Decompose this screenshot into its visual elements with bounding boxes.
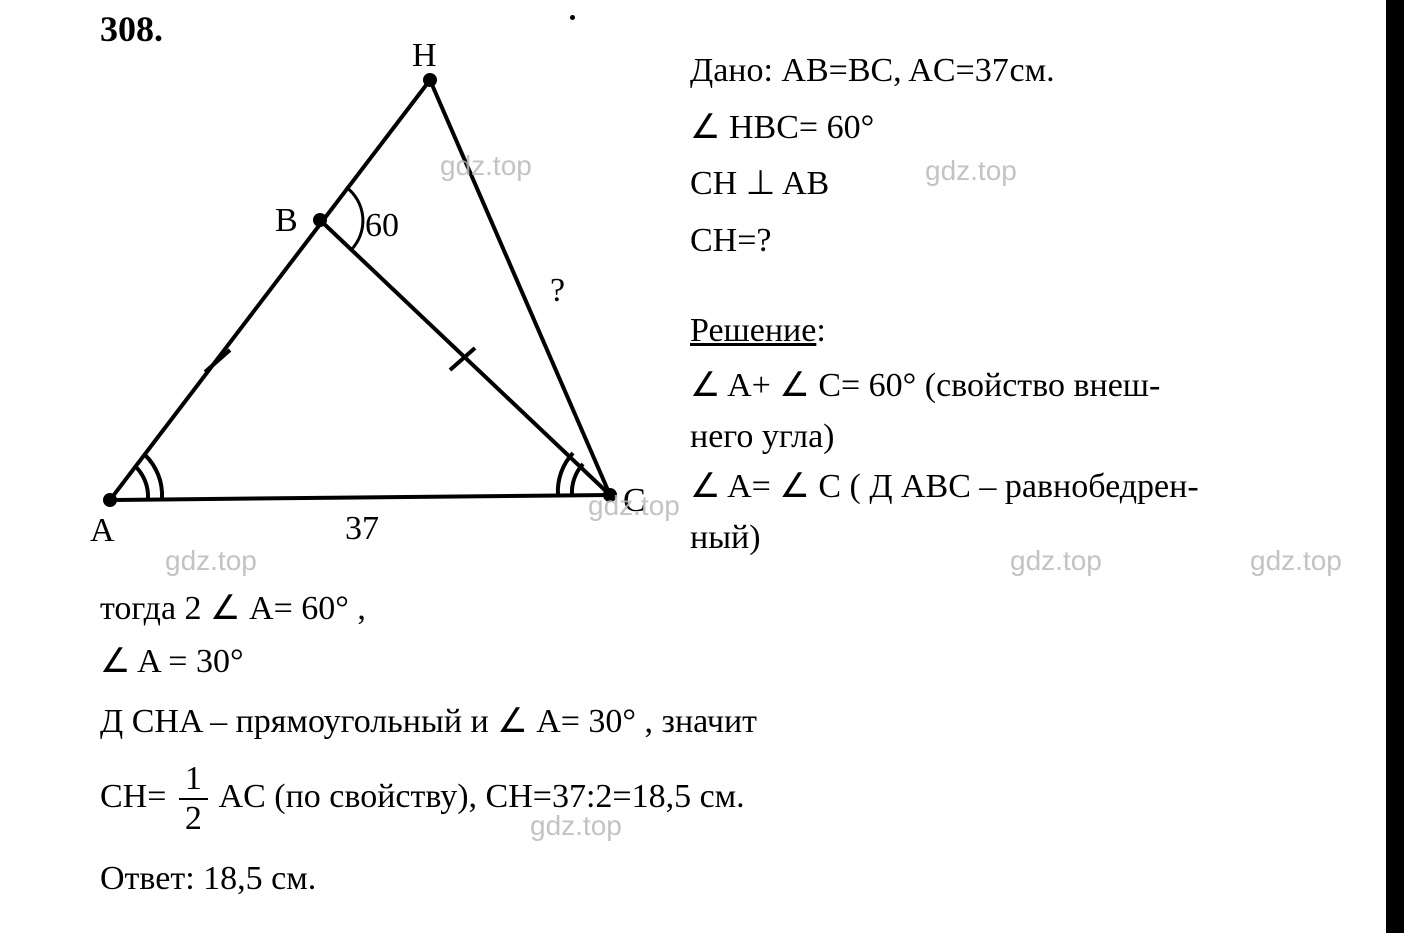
label-side-37: 37: [345, 508, 379, 551]
solution-block-right: ∠ A+ ∠ C= 60° (свойство внеш- него угла)…: [690, 365, 1390, 559]
label-A: A: [90, 510, 115, 553]
answer-line: Ответ: 18,5 см.: [100, 858, 1360, 901]
given-block: Дано: AB=BC, AC=37 см. ∠ HBC= 60° CH ⊥ A…: [690, 50, 1390, 262]
given-line1b: см.: [1010, 52, 1055, 89]
edge-HC: [430, 80, 610, 495]
angle-arc-B: [346, 187, 363, 250]
fraction-half: 1 2: [179, 762, 208, 836]
point-B: [313, 213, 327, 227]
sol-line6: CH= 1 2 AC (по свойству), CH=37:2=18,5 с…: [100, 762, 1360, 836]
given-line1a: Дано: AB=BC, AC=37: [690, 52, 1009, 89]
angle-arc-C1: [572, 464, 583, 495]
edge-AH: [110, 80, 430, 500]
print-dot: [570, 15, 575, 20]
edge-AC: [110, 495, 610, 500]
label-question: ?: [550, 270, 565, 313]
triangle-diagram: A B C H 60 37 ?: [90, 40, 670, 575]
tick-AB: [205, 350, 230, 372]
sol-line1: ∠ A+ ∠ C= 60° (свойство внеш-: [690, 365, 1390, 408]
label-B: B: [275, 200, 298, 243]
sol-line5: Д CHA – прямоугольный и ∠ A= 30° , значи…: [100, 701, 1360, 744]
given-line4: CH=?: [690, 220, 1390, 263]
sol-line4: ∠ A = 30°: [100, 641, 1360, 684]
sol-line2: ∠ A= ∠ C ( Д ABC – равнобедрен-: [690, 466, 1390, 509]
sol-line6-post: AC (по свойству), CH=37:2=18,5 см.: [219, 777, 745, 814]
given-line2: ∠ HBC= 60°: [690, 107, 1390, 150]
solution-heading-text: Решение: [690, 312, 816, 349]
scan-edge: [1386, 0, 1404, 933]
label-C: C: [623, 480, 646, 523]
label-angle-60: 60: [365, 205, 399, 248]
solution-heading: Решение:: [690, 310, 826, 353]
page-root: 308. A: [0, 0, 1404, 933]
triangle-svg: [90, 40, 670, 570]
sol-line2b: ный): [690, 517, 1390, 560]
solution-block-full: тогда 2 ∠ A= 60° , ∠ A = 30° Д CHA – пря…: [100, 588, 1360, 900]
given-line3: CH ⊥ AB: [690, 163, 1390, 206]
sol-line6-pre: CH=: [100, 777, 166, 814]
angle-arc-A1: [136, 467, 148, 498]
label-H: H: [412, 35, 437, 78]
fraction-num: 1: [179, 762, 208, 800]
tick-BC: [450, 348, 475, 370]
sol-line3: тогда 2 ∠ A= 60° ,: [100, 588, 1360, 631]
sol-line1b: него угла): [690, 416, 1390, 459]
fraction-den: 2: [179, 800, 208, 836]
point-A: [103, 493, 117, 507]
given-line1: Дано: AB=BC, AC=37 см.: [690, 50, 1390, 93]
point-C: [603, 488, 617, 502]
